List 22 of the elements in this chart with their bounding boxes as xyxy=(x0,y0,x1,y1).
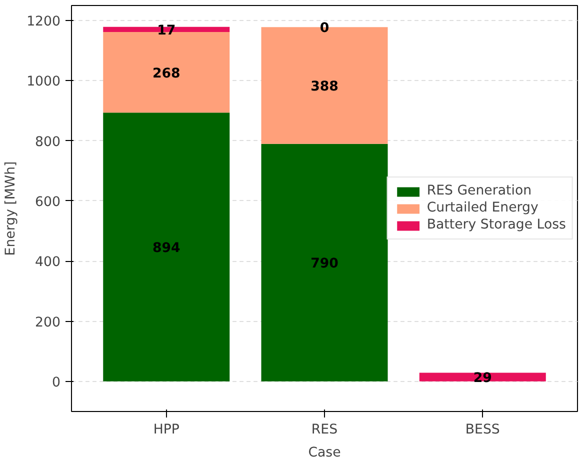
data-label: 790 xyxy=(310,256,338,272)
x-axis-title: Case xyxy=(308,446,341,460)
legend-label: RES Generation xyxy=(426,184,532,198)
y-tick-label: 400 xyxy=(35,255,61,270)
y-axis-title: Energy [MWh] xyxy=(4,161,19,256)
legend-label: Curtailed Energy xyxy=(426,200,538,216)
data-label: 388 xyxy=(310,79,338,94)
y-tick-label: 800 xyxy=(35,134,61,150)
data-label: 268 xyxy=(152,66,180,82)
x-tick-label: RES xyxy=(311,422,338,438)
y-tick-label: 0 xyxy=(52,375,61,390)
x-tick-label: BESS xyxy=(465,422,500,438)
bar xyxy=(103,112,230,382)
legend-label: Battery Storage Loss xyxy=(426,218,566,232)
x-tick-label: HPP xyxy=(153,422,180,438)
bar xyxy=(261,144,388,382)
y-tick-label: 600 xyxy=(35,194,61,210)
data-label: 894 xyxy=(152,240,180,256)
y-tick-label: 1200 xyxy=(26,14,61,30)
y-tick-label: 1000 xyxy=(26,74,61,90)
data-label: 0 xyxy=(320,21,330,36)
y-tick-label: 200 xyxy=(35,315,61,330)
